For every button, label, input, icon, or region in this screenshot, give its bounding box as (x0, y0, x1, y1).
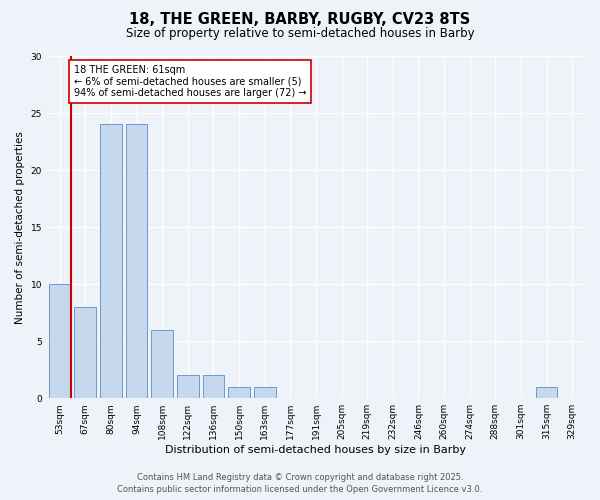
Bar (203, 376, 224, 398)
Bar (49, 284, 71, 398)
Bar (177, 376, 199, 398)
Text: 18 THE GREEN: 61sqm
← 6% of semi-detached houses are smaller (5)
94% of semi-det: 18 THE GREEN: 61sqm ← 6% of semi-detache… (74, 65, 307, 98)
Bar (536, 387, 557, 398)
Bar (74, 307, 96, 398)
X-axis label: Distribution of semi-detached houses by size in Barby: Distribution of semi-detached houses by … (166, 445, 466, 455)
Bar (100, 124, 122, 398)
Bar (126, 124, 148, 398)
Bar (254, 387, 275, 398)
Text: Size of property relative to semi-detached houses in Barby: Size of property relative to semi-detach… (125, 28, 475, 40)
Y-axis label: Number of semi-detached properties: Number of semi-detached properties (15, 130, 25, 324)
Bar (228, 387, 250, 398)
Bar (151, 330, 173, 398)
Text: 18, THE GREEN, BARBY, RUGBY, CV23 8TS: 18, THE GREEN, BARBY, RUGBY, CV23 8TS (130, 12, 470, 28)
Text: Contains HM Land Registry data © Crown copyright and database right 2025.
Contai: Contains HM Land Registry data © Crown c… (118, 472, 482, 494)
